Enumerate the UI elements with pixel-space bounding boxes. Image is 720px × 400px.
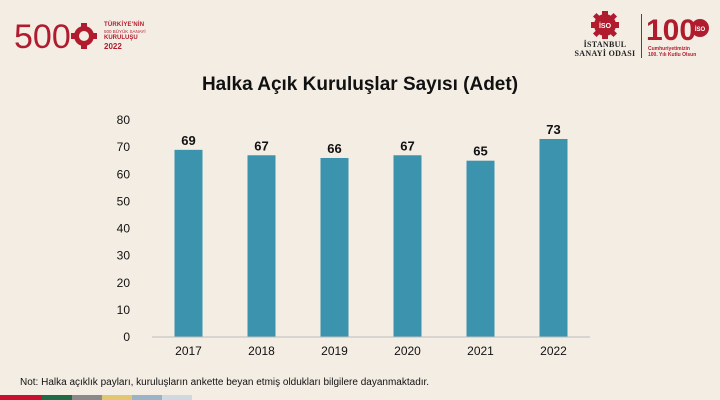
logo-divider — [641, 14, 642, 58]
x-tick-label: 2018 — [248, 344, 275, 358]
centennial-graphic: 100 İSO — [646, 14, 709, 47]
strip-segment — [72, 395, 102, 400]
chart-title: Halka Açık Kuruluşlar Sayısı (Adet) — [201, 74, 519, 95]
bars-group: 69 67 66 67 65 73 — [174, 122, 568, 337]
bar-2021 — [466, 160, 495, 337]
strip-segment — [42, 395, 72, 400]
centennial-caption-line2: 100. Yılı Kutlu Olsun — [648, 52, 697, 58]
iso-gear-icon: İSO — [591, 11, 619, 39]
strip-segment — [102, 395, 132, 400]
x-tick-label: 2017 — [175, 344, 202, 358]
y-tick-label: 60 — [117, 167, 131, 181]
strip-segment — [132, 395, 162, 400]
y-axis: 0 10 20 30 40 50 60 70 80 — [117, 113, 131, 344]
x-tick-label: 2019 — [321, 344, 348, 358]
centennial-gear-icon: İSO — [691, 19, 709, 37]
data-label-2022: 73 — [546, 122, 560, 137]
iso-name-line2: SANAYİ ODASI — [574, 49, 636, 58]
data-label-2019: 66 — [327, 141, 341, 156]
y-tick-label: 0 — [123, 330, 130, 344]
bottom-color-strip — [0, 395, 192, 400]
data-label-2020: 67 — [400, 138, 414, 153]
x-tick-label: 2020 — [394, 344, 421, 358]
data-label-2021: 65 — [473, 144, 487, 159]
x-tick-label: 2021 — [467, 344, 494, 358]
strip-segment — [0, 395, 42, 400]
footnote: Not: Halka açıklık payları, kuruluşların… — [20, 377, 430, 388]
top500-line1: TÜRKİYE'NİN — [104, 22, 145, 28]
data-label-2018: 67 — [254, 138, 268, 153]
bar-2018 — [247, 155, 276, 337]
top500-line3: KURULUŞU — [104, 35, 138, 41]
centennial-logo: 100 İSO Cumhuriyetimizin 100. Yılı Kutlu… — [646, 10, 712, 62]
strip-segment — [162, 395, 192, 400]
x-tick-label: 2022 — [540, 344, 567, 358]
y-tick-label: 80 — [117, 113, 131, 127]
centennial-badge-text: İSO — [695, 26, 706, 33]
top500-line2: 500 BÜYÜK SANAYİ — [104, 29, 146, 34]
bar-2020 — [393, 155, 422, 337]
gear-icon — [71, 23, 97, 49]
iso-logo: İSO İSTANBUL SANAYİ ODASI — [572, 10, 638, 62]
iso-badge-text: İSO — [599, 22, 612, 30]
y-tick-label: 10 — [117, 303, 131, 317]
iso-name-line1: İSTANBUL — [583, 40, 627, 49]
top500-logo: 500 TÜRKİYE'NİN 500 BÜYÜK SANAYİ KURULUŞ… — [14, 12, 164, 56]
y-tick-label: 50 — [117, 194, 131, 208]
bar-2019 — [320, 157, 349, 337]
centennial-caption-line1: Cumhuriyetimizin — [648, 46, 690, 52]
top500-number-graphic: 500 — [14, 18, 97, 56]
centennial-number: 100 — [646, 14, 696, 46]
bar-2022 — [539, 138, 568, 337]
y-tick-label: 40 — [117, 222, 131, 236]
y-tick-label: 20 — [117, 276, 131, 290]
data-label-2017: 69 — [181, 133, 195, 148]
top500-number: 500 — [14, 18, 71, 56]
bar-2017 — [174, 149, 203, 337]
y-tick-label: 70 — [117, 140, 131, 154]
y-tick-label: 30 — [117, 249, 131, 263]
top500-year: 2022 — [104, 42, 122, 51]
x-axis: 2017 2018 2019 2020 2021 2022 — [175, 344, 567, 358]
